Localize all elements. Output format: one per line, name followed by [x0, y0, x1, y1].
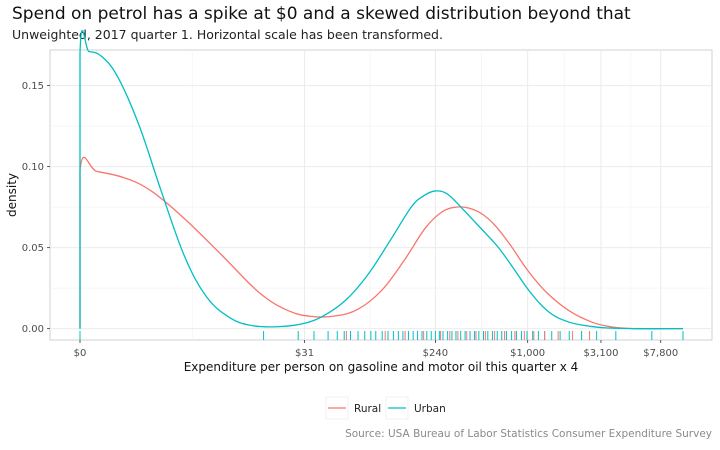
panel-background: [49, 49, 713, 341]
x-tick-label: $0: [74, 348, 87, 359]
x-tick-label: $3,100: [583, 348, 618, 359]
x-tick-label: $240: [423, 348, 448, 359]
density-curves: [79, 29, 684, 330]
x-tick-label: $7,800: [643, 348, 678, 359]
y-tick-label: 0.15: [22, 81, 44, 92]
legend-label-urban: Urban: [414, 403, 446, 415]
legend-label-rural: Rural: [354, 403, 381, 415]
source-caption: Source: USA Bureau of Labor Statistics C…: [345, 428, 712, 440]
legend: Rural Urban: [325, 396, 446, 420]
y-axis-ticks: 0.00 0.05 0.10 0.15: [22, 81, 50, 335]
y-tick-label: 0.00: [22, 324, 44, 335]
x-axis-ticks: $0 $31 $240 $1,000 $3,100 $7,800: [74, 340, 678, 359]
chart-subtitle: Unweighted, 2017 quarter 1. Horizontal s…: [12, 27, 443, 42]
rug-marks: [79, 331, 684, 340]
x-axis-title: Expenditure per person on gasoline and m…: [184, 360, 579, 374]
y-tick-label: 0.05: [22, 243, 44, 254]
y-axis-title: density: [5, 173, 19, 217]
y-tick-label: 0.10: [22, 162, 44, 173]
minor-gridlines: [50, 50, 712, 340]
plot-panel: [49, 29, 713, 341]
major-gridlines: [50, 50, 712, 340]
chart-title: Spend on petrol has a spike at $0 and a …: [12, 4, 631, 24]
x-tick-label: $1,000: [510, 348, 545, 359]
density-line-urban: [79, 29, 684, 330]
density-line-rural: [79, 156, 684, 330]
x-tick-label: $31: [295, 348, 314, 359]
